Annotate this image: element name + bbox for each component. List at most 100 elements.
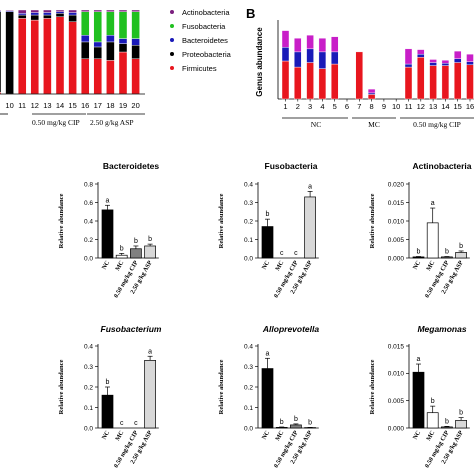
- bar-segment-actinobacteria-13: [43, 9, 52, 13]
- significance-letter-3: b: [459, 410, 463, 417]
- panel-a-legend: Actinobacteria Fusobacteria Bacteroidetes P…: [170, 8, 232, 73]
- significance-letter-2: c: [134, 420, 138, 427]
- bar-segment-fusobacteria-20: [131, 11, 140, 39]
- bar-segment-firmicutes-17: [93, 58, 103, 95]
- legend-marker-proteobacteria: [170, 52, 174, 56]
- panel-title: Bacteroidetes: [103, 161, 159, 171]
- significance-letter-2: c: [294, 250, 298, 257]
- bar-3: [455, 252, 467, 259]
- small-panel-alloprevotella: Alloprevotella Relative abundance 0.0 0.1 0.…: [218, 324, 319, 469]
- panel-b-ylabel: Genus abundance: [255, 27, 264, 97]
- bar-segment-bacteroidetes-17: [93, 41, 103, 48]
- panel-a-stacked-bars: 91011121314151617181920: [0, 9, 145, 110]
- bar-3: [304, 196, 316, 259]
- bar-segment-proteobacteria-20: [131, 45, 140, 59]
- bar-segment-purple-8: [367, 88, 376, 94]
- y-axis-label: Relative abundance: [218, 360, 225, 415]
- bar-segment-red-15: [454, 62, 462, 100]
- significance-letter-3: a: [148, 348, 152, 355]
- x-tick-label-3: 3: [308, 102, 312, 111]
- bar-segment-actinobacteria-20: [131, 9, 140, 12]
- y-axis-label: Relative abundance: [369, 360, 376, 415]
- bar-segment-actinobacteria-17: [93, 9, 103, 12]
- significance-letter-1: b: [431, 398, 435, 405]
- category-label-0: NC: [101, 259, 112, 271]
- bar-0: [412, 371, 425, 429]
- x-tick-label-7: 7: [357, 102, 361, 111]
- bar-2: [441, 426, 453, 429]
- y-tick-label: 0.4: [244, 343, 253, 350]
- y-axis-label: Relative abundance: [58, 194, 65, 249]
- category-label-1: MC: [425, 259, 437, 272]
- x-tick-label-12: 12: [417, 102, 425, 111]
- y-tick-label: 0.020: [388, 181, 405, 188]
- x-tick-label-19: 19: [119, 101, 127, 110]
- bar-segment-actinobacteria-12: [30, 9, 39, 13]
- bar-segment-red-12: [417, 57, 425, 100]
- bar-segment-purple-5: [331, 36, 339, 53]
- bar-segment-red-14: [441, 65, 450, 100]
- y-tick-label: 0.1: [244, 237, 253, 244]
- y-tick-label: 0.2: [84, 237, 93, 244]
- bar-segment-fusobacteria-16: [80, 11, 90, 36]
- bar-3: [455, 419, 467, 429]
- bar-segment-firmicutes-18: [106, 60, 115, 95]
- bar-segment-bacteroidetes-19: [118, 38, 128, 44]
- bar-segment-proteobacteria-10: [5, 11, 14, 95]
- y-tick-label: 0.3: [244, 200, 253, 207]
- x-tick-label-1: 1: [283, 102, 287, 111]
- x-tick-label-12: 12: [31, 101, 39, 110]
- significance-letter-0: a: [266, 350, 270, 357]
- x-tick-label-17: 17: [94, 101, 102, 110]
- bar-segment-red-16: [466, 64, 474, 100]
- y-tick-label: 0.010: [388, 218, 405, 225]
- y-tick-label: 0.015: [388, 200, 405, 207]
- bar-1: [275, 427, 288, 429]
- bar-segment-actinobacteria-14: [55, 9, 65, 12]
- small-panel-fusobacteria: Fusobacteria Relative abundance 0.0 0.1 0.2 0…: [218, 161, 319, 299]
- category-label-1: MC: [274, 259, 286, 272]
- panel-a-group-label-asp: 2.50 g/kg ASP: [90, 118, 134, 127]
- bar-0: [101, 394, 114, 429]
- legend-marker-bacteroidetes: [170, 38, 174, 42]
- y-tick-label: 0.2: [244, 384, 253, 391]
- significance-letter-3: b: [148, 236, 152, 243]
- bar-segment-firmicutes-14: [55, 16, 65, 95]
- x-tick-label-4: 4: [320, 102, 324, 111]
- bar-segment-bacteroidetes-18: [106, 35, 115, 43]
- y-tick-label: 0.4: [84, 218, 93, 225]
- panel-b-letter: B: [246, 6, 255, 21]
- bar-segment-red-4: [318, 68, 327, 100]
- bar-1: [426, 412, 439, 429]
- bar-segment-firmicutes-16: [80, 58, 90, 95]
- bar-segment-blue-8: [367, 92, 376, 95]
- bar-2: [130, 248, 142, 259]
- small-panel-bacteroidetes: Bacteroidetes Relative abundance 0.0 0.2 0.4…: [58, 161, 159, 299]
- bar-segment-red-13: [429, 65, 437, 100]
- x-tick-label-10: 10: [392, 102, 400, 111]
- significance-letter-2: b: [445, 418, 449, 425]
- y-axis-label: Relative abundance: [58, 360, 65, 415]
- panel-a-group-label-cip: 0.50 mg/kg CIP: [32, 118, 80, 127]
- x-tick-label-14: 14: [56, 101, 64, 110]
- significance-letter-0: a: [106, 197, 110, 204]
- bar-segment-blue-12: [417, 53, 425, 58]
- bar-segment-firmicutes-12: [30, 19, 39, 95]
- x-tick-label-16: 16: [466, 102, 474, 111]
- bar-segment-actinobacteria-9: [0, 9, 2, 12]
- bar-segment-red-11: [404, 66, 413, 100]
- bar-3: [144, 245, 156, 259]
- y-tick-label: 0.005: [388, 398, 405, 405]
- y-axis-label: Relative abundance: [218, 194, 225, 249]
- small-panel-megamonas: Megamonas Relative abundance 0.000 0.005 0.0…: [369, 324, 470, 469]
- bar-segment-proteobacteria-11: [18, 14, 27, 19]
- y-tick-label: 0.0: [84, 255, 93, 262]
- category-label-0: NC: [412, 429, 423, 441]
- y-tick-label: 0.000: [388, 255, 405, 262]
- category-label-1: MC: [274, 429, 286, 442]
- bar-segment-purple-16: [466, 53, 474, 62]
- bar-segment-blue-1: [281, 47, 290, 62]
- y-tick-label: 0.8: [84, 181, 93, 188]
- significance-letter-3: b: [308, 419, 312, 426]
